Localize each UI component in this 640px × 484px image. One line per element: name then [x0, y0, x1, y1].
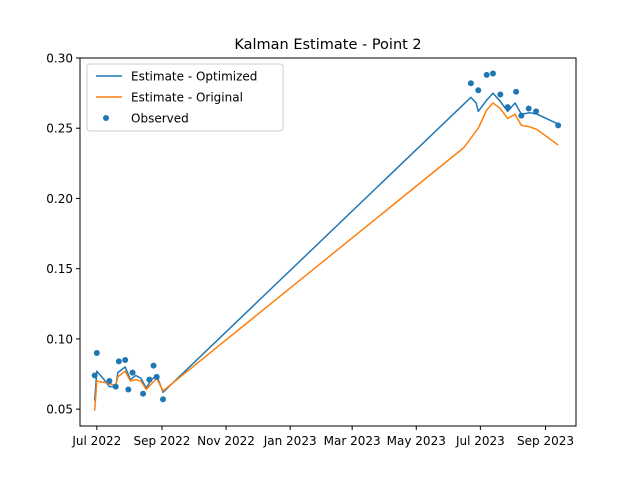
y-tick-label: 0.30 — [46, 52, 73, 66]
observed-point — [153, 373, 160, 380]
observed-point — [91, 372, 98, 379]
plot-area — [91, 70, 562, 411]
legend-swatch — [103, 115, 109, 121]
legend-label: Estimate - Original — [131, 91, 243, 105]
observed-point — [140, 390, 147, 397]
legend-label: Estimate - Optimized — [131, 70, 257, 84]
observed-point — [93, 349, 100, 356]
axes: Jul 2022 Sep 2022 Nov 2022 Jan 2023 Mar 2023… — [46, 52, 577, 448]
y-tick-label: 0.10 — [46, 332, 73, 346]
chart-title: Kalman Estimate - Point 2 — [234, 37, 421, 53]
observed-point — [533, 108, 540, 115]
observed-point — [504, 104, 511, 111]
observed-point — [106, 378, 113, 385]
observed-point — [525, 105, 532, 112]
series-line-estimate-optimized — [93, 92, 559, 401]
x-tick-label: May 2023 — [387, 434, 446, 448]
y-tick-label: 0.20 — [46, 192, 73, 206]
legend-box — [86, 63, 284, 132]
observed-point — [555, 122, 562, 129]
observed-point — [489, 70, 496, 77]
observed-point — [475, 87, 482, 94]
observed-point — [112, 383, 119, 390]
x-tick-label: Sep 2022 — [133, 434, 190, 448]
x-tick-label: Sep 2023 — [517, 434, 574, 448]
observed-point — [129, 369, 136, 376]
y-tick-label: 0.05 — [46, 403, 73, 417]
x-tick-label: Jul 2022 — [71, 434, 121, 448]
observed-point — [146, 376, 153, 383]
observed-point — [513, 88, 520, 95]
observed-point — [483, 71, 490, 78]
observed-point — [160, 396, 167, 403]
legend-label: Observed — [131, 112, 189, 126]
axes-frame — [79, 57, 577, 427]
observed-point — [497, 91, 504, 98]
observed-point — [518, 112, 525, 119]
y-tick-label: 0.15 — [46, 262, 73, 276]
x-tick-label: Jul 2023 — [455, 434, 505, 448]
x-tick-label: Jan 2023 — [263, 434, 317, 448]
observed-point — [150, 362, 157, 369]
observed-point — [115, 358, 122, 365]
legend: Estimate - Optimized Estimate - Original O… — [86, 63, 284, 132]
x-tick-label: Nov 2022 — [197, 434, 255, 448]
observed-point — [122, 356, 129, 363]
observed-point — [125, 386, 132, 393]
series-line-estimate-original — [93, 102, 559, 411]
y-tick-label: 0.25 — [46, 122, 73, 136]
observed-point — [467, 80, 474, 87]
x-tick-label: Mar 2023 — [324, 434, 381, 448]
